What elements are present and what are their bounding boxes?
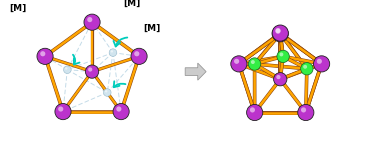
- Circle shape: [251, 60, 255, 64]
- FancyArrowPatch shape: [114, 81, 125, 87]
- Circle shape: [246, 104, 263, 121]
- Text: [M]: [M]: [9, 3, 26, 12]
- Circle shape: [248, 58, 261, 70]
- Circle shape: [84, 14, 100, 30]
- Text: [M]: [M]: [143, 24, 160, 33]
- Text: [M]: [M]: [123, 0, 140, 7]
- FancyArrowPatch shape: [73, 55, 79, 64]
- Circle shape: [104, 89, 111, 96]
- Circle shape: [279, 52, 284, 56]
- FancyArrow shape: [185, 63, 206, 80]
- Circle shape: [231, 56, 247, 72]
- FancyArrowPatch shape: [113, 38, 127, 47]
- Circle shape: [301, 63, 313, 75]
- Circle shape: [276, 75, 280, 79]
- Circle shape: [234, 59, 239, 64]
- Circle shape: [87, 17, 92, 22]
- Circle shape: [301, 107, 306, 113]
- Circle shape: [37, 48, 53, 64]
- Circle shape: [65, 67, 68, 70]
- Circle shape: [298, 104, 314, 121]
- Circle shape: [116, 106, 121, 112]
- Circle shape: [85, 65, 99, 78]
- Circle shape: [272, 25, 288, 41]
- Circle shape: [313, 56, 330, 72]
- Circle shape: [40, 51, 45, 56]
- Circle shape: [134, 51, 139, 56]
- Circle shape: [274, 73, 287, 86]
- Circle shape: [272, 26, 288, 42]
- Circle shape: [277, 50, 289, 63]
- Circle shape: [317, 59, 322, 64]
- Circle shape: [113, 103, 129, 120]
- Circle shape: [250, 107, 255, 113]
- Circle shape: [276, 29, 280, 34]
- Circle shape: [64, 66, 71, 73]
- Circle shape: [58, 106, 64, 112]
- Circle shape: [131, 48, 147, 64]
- Circle shape: [109, 49, 117, 56]
- Circle shape: [55, 103, 71, 120]
- Circle shape: [105, 90, 107, 92]
- Circle shape: [303, 65, 307, 69]
- Circle shape: [88, 67, 92, 72]
- Circle shape: [276, 28, 280, 33]
- Circle shape: [111, 50, 113, 53]
